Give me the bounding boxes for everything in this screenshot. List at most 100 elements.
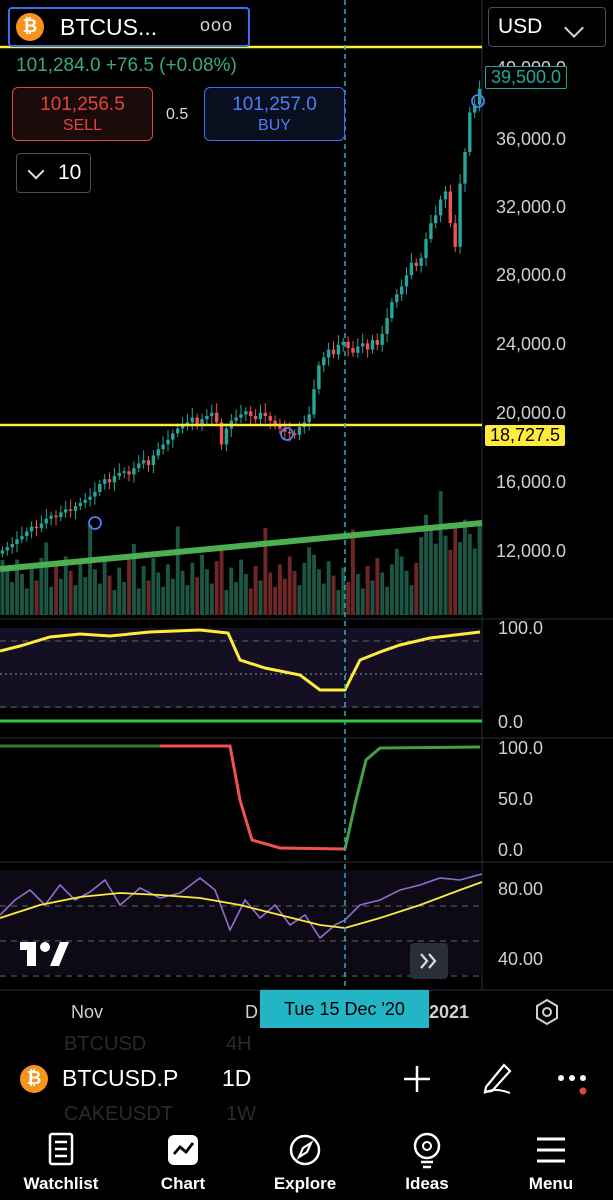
- price-chart[interactable]: [0, 0, 613, 1047]
- candle-body: [463, 152, 467, 184]
- volume-bar: [141, 566, 146, 615]
- volume-bar: [112, 590, 117, 615]
- add-icon[interactable]: [402, 1064, 432, 1094]
- candle-body: [195, 417, 199, 426]
- tradingview-logo: [20, 942, 69, 966]
- volume-bar: [151, 558, 156, 615]
- currency-selector[interactable]: USD: [488, 7, 606, 47]
- toolbar-symbol[interactable]: BTCUSD.P: [62, 1065, 179, 1091]
- volume-bar: [234, 582, 239, 615]
- volume-bar: [467, 534, 472, 615]
- candle-body: [438, 199, 443, 216]
- volume-bar: [355, 574, 360, 615]
- volume-bar: [132, 544, 136, 615]
- candle-body: [390, 302, 394, 318]
- compass-icon: [289, 1134, 321, 1166]
- volume-bar: [175, 526, 180, 615]
- candle-body: [219, 422, 224, 445]
- volume-bar: [205, 569, 209, 615]
- volume-bar: [385, 586, 389, 615]
- volume-bar: [433, 543, 438, 615]
- volume-bar: [375, 558, 380, 615]
- time-axis-label: 2021: [429, 1002, 470, 1022]
- volume-bar: [161, 586, 166, 615]
- volume-bar: [68, 570, 73, 615]
- indicator-axis-label: 80.00: [498, 879, 544, 899]
- candle-body: [20, 536, 24, 540]
- buy-button[interactable]: 101,257.0 BUY: [204, 87, 345, 141]
- candle-body: [161, 444, 165, 450]
- volume-bar: [331, 575, 336, 615]
- volume-bar: [5, 567, 10, 615]
- candle-body: [356, 346, 360, 353]
- tab-ideas[interactable]: Ideas: [372, 1122, 482, 1200]
- buy-price: 101,257.0: [232, 94, 317, 115]
- chart-settings-icon[interactable]: [533, 998, 561, 1026]
- candle-body: [88, 496, 92, 500]
- volume-bar: [380, 572, 385, 615]
- volume-bar: [370, 580, 375, 615]
- candle-body: [365, 343, 370, 350]
- ghost-symbol: CAKEUSDT: [64, 1103, 173, 1125]
- candle-body: [414, 262, 418, 266]
- volume-bar: [394, 548, 399, 615]
- ghost-symbol: BTCUSD: [64, 1033, 147, 1055]
- tab-explore[interactable]: Explore: [250, 1122, 360, 1200]
- candle-body: [473, 104, 477, 113]
- quote-summary: 101,284.0 +76.5 (+0.08%): [16, 55, 237, 76]
- volume-bar: [248, 588, 253, 615]
- candle-body: [68, 509, 73, 511]
- sell-button[interactable]: 101,256.5 SELL: [12, 87, 153, 141]
- volume-bar: [20, 574, 24, 615]
- volume-bar: [102, 561, 107, 615]
- volume-bar: [292, 570, 297, 615]
- symbol-selector[interactable]: ₿ BTCUS... ooo: [8, 7, 250, 47]
- volume-bar: [29, 566, 34, 615]
- tab-watchlist[interactable]: Watchlist: [6, 1122, 116, 1200]
- candle-body: [0, 550, 5, 554]
- volume-bar: [224, 590, 229, 615]
- candle-body: [176, 428, 180, 434]
- volume-bar: [122, 582, 127, 615]
- candle-body: [375, 340, 379, 345]
- volume-bar: [73, 585, 78, 615]
- candle-body: [15, 539, 19, 544]
- candle-body: [312, 389, 316, 415]
- volume-bar: [278, 564, 282, 615]
- volume-bar: [321, 583, 326, 615]
- candle-body: [171, 433, 175, 440]
- pane1-oscillator-line: [0, 628, 481, 692]
- volume-bar: [317, 569, 321, 615]
- tab-chart[interactable]: Chart: [128, 1122, 238, 1200]
- candle-body: [112, 476, 117, 483]
- quantity-selector[interactable]: 10: [16, 153, 91, 193]
- volume-bar: [107, 575, 112, 615]
- indicator-axis-label: 0.0: [498, 840, 524, 860]
- tab-menu[interactable]: Menu: [496, 1122, 606, 1200]
- volume-bar: [10, 582, 15, 615]
- candle-body: [117, 472, 121, 477]
- volume-bar: [341, 567, 346, 615]
- candle-body: [351, 348, 355, 353]
- candle-body: [346, 341, 350, 348]
- volume-bar: [424, 514, 428, 615]
- volume-bar: [0, 560, 5, 615]
- toolbar-interval[interactable]: 1D: [222, 1065, 252, 1091]
- indicator-axis-label: 100.0: [498, 738, 544, 758]
- candle-body: [29, 526, 34, 532]
- candle-body: [404, 275, 409, 287]
- ghost-interval: 1W: [226, 1103, 256, 1125]
- candle-body: [205, 416, 209, 420]
- candle-body: [477, 88, 482, 105]
- more-options-icon[interactable]: ooo: [200, 15, 234, 35]
- candle-body: [292, 433, 297, 435]
- draw-pen-icon[interactable]: [480, 1061, 516, 1095]
- candle-body: [5, 547, 9, 551]
- candle-body: [49, 515, 53, 519]
- scroll-to-realtime-button[interactable]: [410, 943, 448, 979]
- more-icon[interactable]: [556, 1072, 592, 1096]
- double-chevron-right-icon: [420, 953, 437, 969]
- candle-body: [141, 460, 146, 464]
- candle-body: [215, 412, 219, 423]
- pane1-background: [0, 628, 482, 708]
